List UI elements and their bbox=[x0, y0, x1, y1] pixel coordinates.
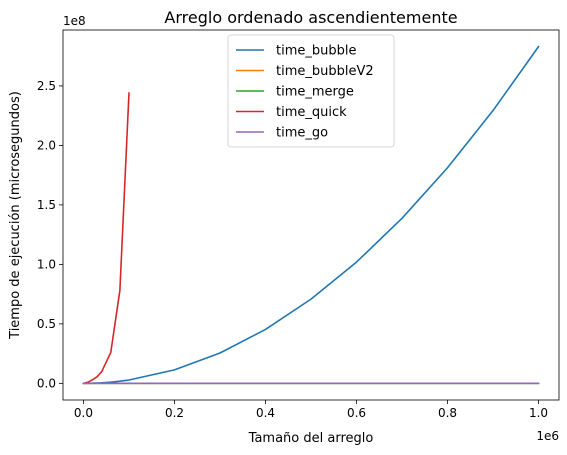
y-tick-label: 2.0 bbox=[37, 138, 56, 152]
x-tick-label: 0.0 bbox=[74, 406, 93, 420]
x-tick-label: 0.6 bbox=[347, 406, 366, 420]
x-tick-label: 0.8 bbox=[438, 406, 457, 420]
y-tick-label: 0.0 bbox=[37, 376, 56, 390]
x-axis-label: Tamaño del arreglo bbox=[248, 431, 374, 446]
x-tick-label: 0.4 bbox=[256, 406, 275, 420]
legend-box bbox=[227, 34, 395, 148]
series-layer bbox=[82, 45, 540, 385]
y-tick-label: 0.5 bbox=[37, 317, 56, 331]
y-offset-label: 1e8 bbox=[63, 14, 86, 28]
series-line-time-quick bbox=[82, 92, 130, 385]
legend-label: time_bubble bbox=[276, 44, 356, 59]
chart-title: Arreglo ordenado ascendientemente bbox=[164, 8, 457, 27]
legend-label: time_bubbleV2 bbox=[276, 64, 374, 79]
x-offset-label: 1e6 bbox=[536, 429, 559, 443]
y-tick-label: 1.0 bbox=[37, 257, 56, 271]
y-axis-ticks: 0.0 0.5 1.0 1.5 2.0 2.5 bbox=[37, 79, 63, 390]
plot-frame bbox=[62, 29, 560, 401]
legend-label: time_go bbox=[276, 126, 328, 141]
legend-label: time_merge bbox=[276, 85, 354, 100]
y-tick-label: 1.5 bbox=[37, 198, 56, 212]
x-tick-label: 0.2 bbox=[165, 406, 184, 420]
y-tick-label: 2.5 bbox=[37, 79, 56, 93]
y-axis-label: Tiempo de ejecución (microsegundos) bbox=[8, 91, 23, 340]
legend: time_bubble time_bubbleV2 time_merge time_q… bbox=[227, 34, 395, 148]
x-axis-ticks: 0.0 0.2 0.4 0.6 0.8 1.0 bbox=[74, 400, 548, 420]
legend-label: time_quick bbox=[276, 105, 347, 120]
x-tick-label: 1.0 bbox=[529, 406, 548, 420]
